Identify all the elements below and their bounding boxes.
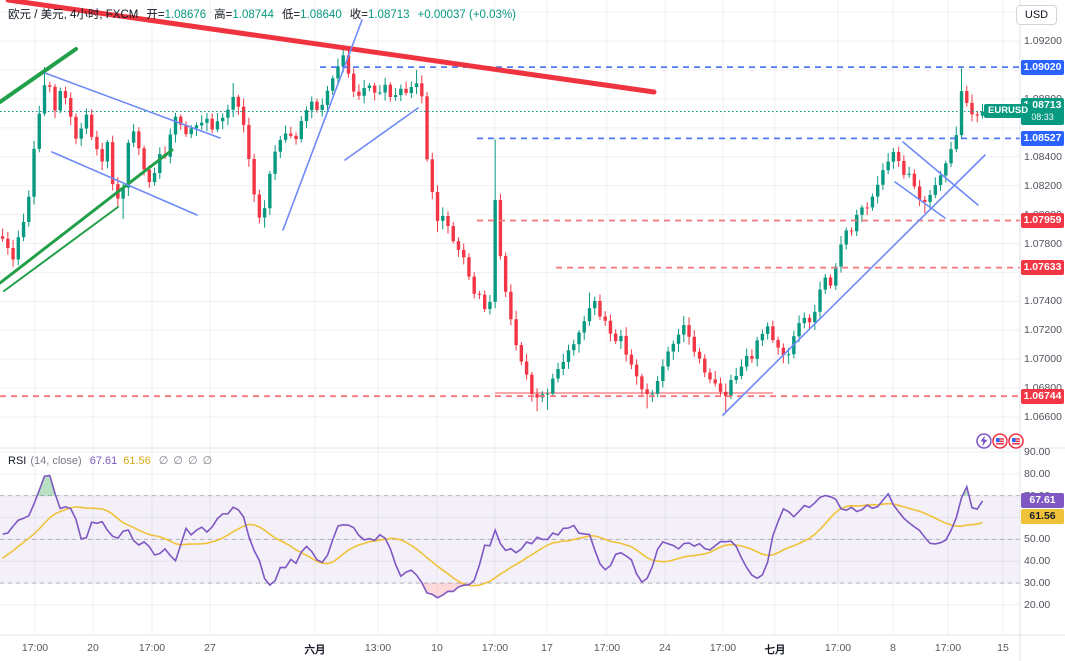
time-axis-label: 六月	[304, 644, 326, 656]
currency-toggle-button[interactable]: USD	[1016, 5, 1057, 25]
price-level-badge: 1.07633	[1021, 260, 1064, 276]
rsi-ma-line	[2, 502, 983, 587]
rsi-legend: RSI (14, close) 67.61 61.56 ∅ ∅ ∅ ∅	[8, 454, 213, 467]
price-axis-label: 1.07000	[1024, 353, 1062, 366]
rsi-params: (14, close)	[30, 455, 82, 467]
price-level-badge: 1.06744	[1021, 388, 1064, 404]
ohlc-item: 开=1.08676	[146, 9, 207, 21]
time-axis-label: 七月	[764, 644, 786, 656]
rsi-plot	[2, 474, 984, 599]
rsi-axis-label: 80.00	[1024, 467, 1051, 480]
rsi-indicator-title[interactable]: RSI	[8, 455, 27, 467]
time-axis-label: 17:00	[21, 642, 49, 654]
time-axis-label: 17:00	[709, 642, 737, 654]
time-axis-label: 20	[87, 642, 99, 654]
symbol-header: 欧元 / 美元, 4小时, FXCM 开=1.08676 高=1.08744 低=1.…	[8, 6, 516, 22]
time-axis-label: 8	[890, 642, 896, 654]
time-axis-label: 17:00	[593, 642, 621, 654]
symbol-title[interactable]: 欧元 / 美元, 4小时, FXCM	[8, 9, 139, 21]
time-axis-label: 27	[204, 642, 216, 654]
time-axis-label: 13:00	[364, 642, 392, 654]
time-axis-label: 10	[431, 642, 443, 654]
ohlc-item: 高=1.08744	[214, 9, 274, 21]
ohlc-item: 收=1.08713	[349, 9, 410, 21]
bar-countdown: 08:33	[1031, 111, 1054, 122]
price-level-badge: 1.08527	[1021, 130, 1064, 146]
price-axis-label: 1.07800	[1024, 237, 1062, 250]
price-level-lines[interactable]	[0, 66, 1020, 398]
rsi-band	[0, 495, 1020, 584]
ohlc-values: 开=1.08676 高=1.08744 低=1.08640 收=1.08713	[138, 9, 409, 21]
time-axis-label: 15	[997, 642, 1009, 654]
rsi-axis-label: 20.00	[1024, 598, 1051, 611]
price-axis-label: 1.06600	[1024, 411, 1062, 424]
rsi-axis-label: 50.00	[1024, 533, 1051, 546]
time-axis-label: 17	[541, 642, 553, 654]
time-axis-label: 24	[659, 642, 671, 654]
symbol-price-tag: EURUSD	[984, 104, 1033, 119]
time-axis-label: 17:00	[138, 642, 166, 654]
rsi-line	[2, 474, 984, 599]
rsi-value-badge: 61.56	[1021, 508, 1064, 524]
change-value: +0.00037 (+0.03%)	[417, 9, 516, 21]
time-axis-label: 17:00	[824, 642, 852, 654]
price-axis-label: 1.08400	[1024, 150, 1062, 163]
lightning-icon[interactable]	[975, 432, 993, 455]
candlestick-series[interactable]	[0, 46, 985, 413]
rsi-extra-values: ∅ ∅ ∅ ∅	[158, 455, 214, 467]
time-axis-label: 17:00	[481, 642, 509, 654]
price-axis-label: 1.07400	[1024, 295, 1062, 308]
rsi-ma-value: 61.56	[123, 455, 151, 467]
ohlc-item: 低=1.08640	[281, 9, 342, 21]
price-level-badge: 1.09020	[1021, 59, 1064, 75]
rsi-axis-label: 30.00	[1024, 577, 1051, 590]
price-axis-label: 1.07200	[1024, 324, 1062, 337]
price-level-badge: 1.07959	[1021, 213, 1064, 228]
rsi-value: 67.61	[89, 455, 118, 467]
trendlines[interactable]	[0, 0, 986, 416]
rsi-axis-label: 40.00	[1024, 555, 1051, 568]
rsi-value-badge: 67.61	[1021, 493, 1064, 509]
us-flag-icon[interactable]	[1007, 432, 1025, 455]
rsi-axis-label: 90.00	[1024, 445, 1051, 458]
us-flag-icon[interactable]	[991, 432, 1009, 455]
price-axis-label: 1.09200	[1024, 35, 1062, 48]
time-axis-label: 17:00	[934, 642, 962, 654]
price-axis-label: 1.08200	[1024, 179, 1062, 192]
